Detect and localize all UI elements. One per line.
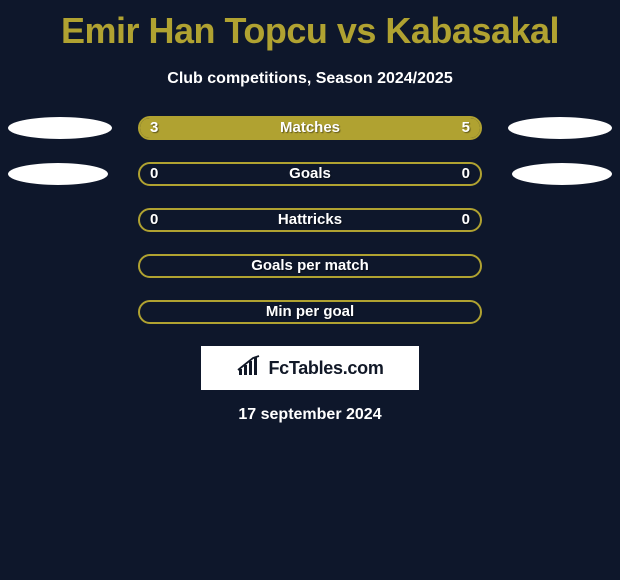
stat-row: 00Goals bbox=[0, 162, 620, 186]
player-badge-right bbox=[508, 117, 612, 139]
stats-area: 35Matches 00Goals 00Hattricks Goals per mat… bbox=[0, 116, 620, 324]
page-title: Emir Han Topcu vs Kabasakal bbox=[0, 0, 620, 52]
player-badge-right bbox=[512, 163, 612, 185]
stat-bar: 00Hattricks bbox=[138, 208, 482, 232]
stat-row: 35Matches bbox=[0, 116, 620, 140]
stat-label: Min per goal bbox=[140, 302, 480, 322]
stat-row: Min per goal bbox=[0, 300, 620, 324]
stat-bar: 00Goals bbox=[138, 162, 482, 186]
stat-bar: 35Matches bbox=[138, 116, 482, 140]
player-badge-left bbox=[8, 117, 112, 139]
stat-label: Hattricks bbox=[140, 210, 480, 230]
chart-icon bbox=[236, 355, 262, 382]
stat-label: Goals per match bbox=[140, 256, 480, 276]
stat-row: Goals per match bbox=[0, 254, 620, 278]
stat-label: Matches bbox=[140, 118, 480, 138]
stat-bar: Goals per match bbox=[138, 254, 482, 278]
stat-bar: Min per goal bbox=[138, 300, 482, 324]
subtitle: Club competitions, Season 2024/2025 bbox=[0, 70, 620, 88]
stat-label: Goals bbox=[140, 164, 480, 184]
branding-box: FcTables.com bbox=[201, 346, 419, 390]
date-stamp: 17 september 2024 bbox=[0, 406, 620, 424]
stat-row: 00Hattricks bbox=[0, 208, 620, 232]
branding-text: FcTables.com bbox=[268, 358, 383, 379]
player-badge-left bbox=[8, 163, 108, 185]
